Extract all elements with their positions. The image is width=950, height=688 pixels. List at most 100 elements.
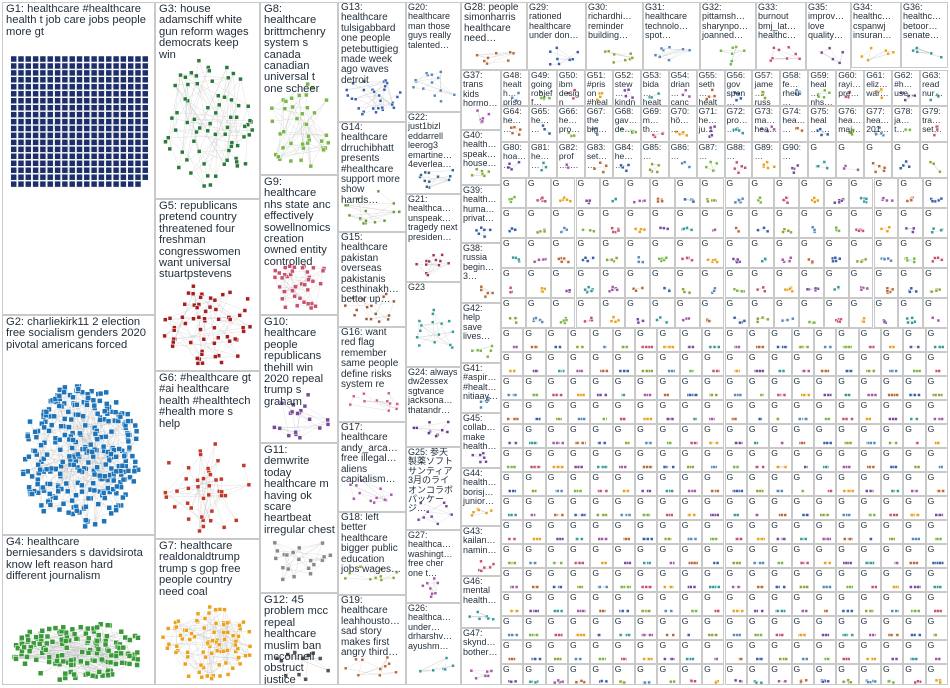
graph-node xyxy=(362,79,367,84)
graph-node xyxy=(201,665,206,670)
graph-node xyxy=(564,318,568,322)
graph-edge xyxy=(352,83,393,105)
group-small: G xyxy=(600,298,626,328)
graph-node xyxy=(283,99,289,104)
graph-node xyxy=(590,256,595,260)
graph-node xyxy=(105,146,113,153)
graph-node xyxy=(429,594,433,599)
cluster-graph xyxy=(610,226,621,234)
graph-node xyxy=(247,644,253,649)
cluster-graph xyxy=(421,576,440,599)
graph-node xyxy=(76,83,83,91)
graph-node xyxy=(68,118,76,125)
graph-edge xyxy=(434,578,436,594)
graph-node xyxy=(134,139,142,146)
graph-edge xyxy=(362,299,389,320)
cluster-graph xyxy=(791,163,800,175)
graph-node xyxy=(202,316,207,321)
graph-node xyxy=(54,173,61,181)
graph-node xyxy=(97,390,104,397)
graph-node xyxy=(674,130,678,134)
graph-node xyxy=(467,614,472,619)
cluster-graph xyxy=(762,160,777,170)
graph-node xyxy=(622,88,627,93)
graph-node xyxy=(394,570,399,575)
graph-node xyxy=(376,106,381,110)
graph-node xyxy=(564,197,569,202)
graph-edge xyxy=(41,461,53,497)
graph-edge xyxy=(175,130,205,187)
graph-node xyxy=(310,650,316,656)
graph-node xyxy=(708,160,712,164)
graph-node xyxy=(905,199,910,203)
graph-node xyxy=(195,356,200,361)
graph-node xyxy=(311,562,317,567)
graph-node xyxy=(392,106,396,110)
graph-edge xyxy=(191,443,216,509)
graph-edge xyxy=(433,309,451,346)
graph-node xyxy=(562,256,566,261)
graph-node xyxy=(619,127,624,131)
graph-node xyxy=(879,87,884,92)
graph-node xyxy=(617,318,621,323)
graph-node xyxy=(387,661,391,666)
graph-node xyxy=(615,256,619,260)
graph-node xyxy=(482,455,486,460)
graph-node xyxy=(881,196,885,200)
graph-node xyxy=(348,402,353,407)
graph-node xyxy=(514,320,518,325)
graph-node xyxy=(83,517,89,523)
graph-node xyxy=(851,128,856,132)
graph-node xyxy=(96,472,103,479)
graph-node xyxy=(76,97,83,104)
group-small: G xyxy=(836,142,865,178)
graph-node xyxy=(538,90,543,94)
cluster-graph xyxy=(832,197,845,205)
graph-node xyxy=(205,640,210,646)
graph-node xyxy=(119,660,125,666)
group-small: G xyxy=(774,208,799,238)
graph-node xyxy=(395,95,400,99)
graph-edge xyxy=(655,49,684,56)
graph-edge xyxy=(373,92,401,109)
graph-node xyxy=(470,173,474,178)
graph-node xyxy=(589,316,593,320)
graph-edge xyxy=(166,495,222,498)
graph-edge xyxy=(198,60,226,135)
graph-edge xyxy=(275,84,308,155)
graph-node xyxy=(10,166,17,174)
graph-node xyxy=(76,62,83,70)
graph-node xyxy=(874,132,879,136)
graph-node xyxy=(46,55,54,63)
graph-edge xyxy=(203,320,206,340)
graph-node xyxy=(833,256,837,260)
graph-edge xyxy=(186,141,195,160)
graph-node xyxy=(302,403,308,409)
graph-node xyxy=(471,453,475,457)
group-small: G50: ibm design xyxy=(556,70,585,106)
graph-node xyxy=(198,452,203,457)
cluster-graph xyxy=(842,164,860,172)
group-small: G xyxy=(550,178,576,208)
graph-node xyxy=(477,232,481,236)
graph-edge xyxy=(57,393,101,398)
graph-edge xyxy=(203,470,209,499)
graph-node xyxy=(127,104,134,111)
cluster-graph xyxy=(580,256,595,263)
graph-edge xyxy=(471,670,486,677)
graph-node xyxy=(656,91,661,96)
cluster-graph xyxy=(848,128,856,137)
graph-node xyxy=(510,131,515,135)
graph-node xyxy=(736,91,741,96)
graph-node xyxy=(929,98,933,102)
graph-node xyxy=(487,169,491,174)
graph-node xyxy=(135,635,141,641)
graph-node xyxy=(424,262,429,267)
graph-edge xyxy=(379,672,397,676)
graph-edge xyxy=(274,427,289,436)
graph-edge xyxy=(218,292,231,320)
graph-node xyxy=(756,228,761,232)
cluster-graph xyxy=(272,263,327,311)
graph-node xyxy=(90,453,96,460)
graph-node xyxy=(354,657,358,662)
